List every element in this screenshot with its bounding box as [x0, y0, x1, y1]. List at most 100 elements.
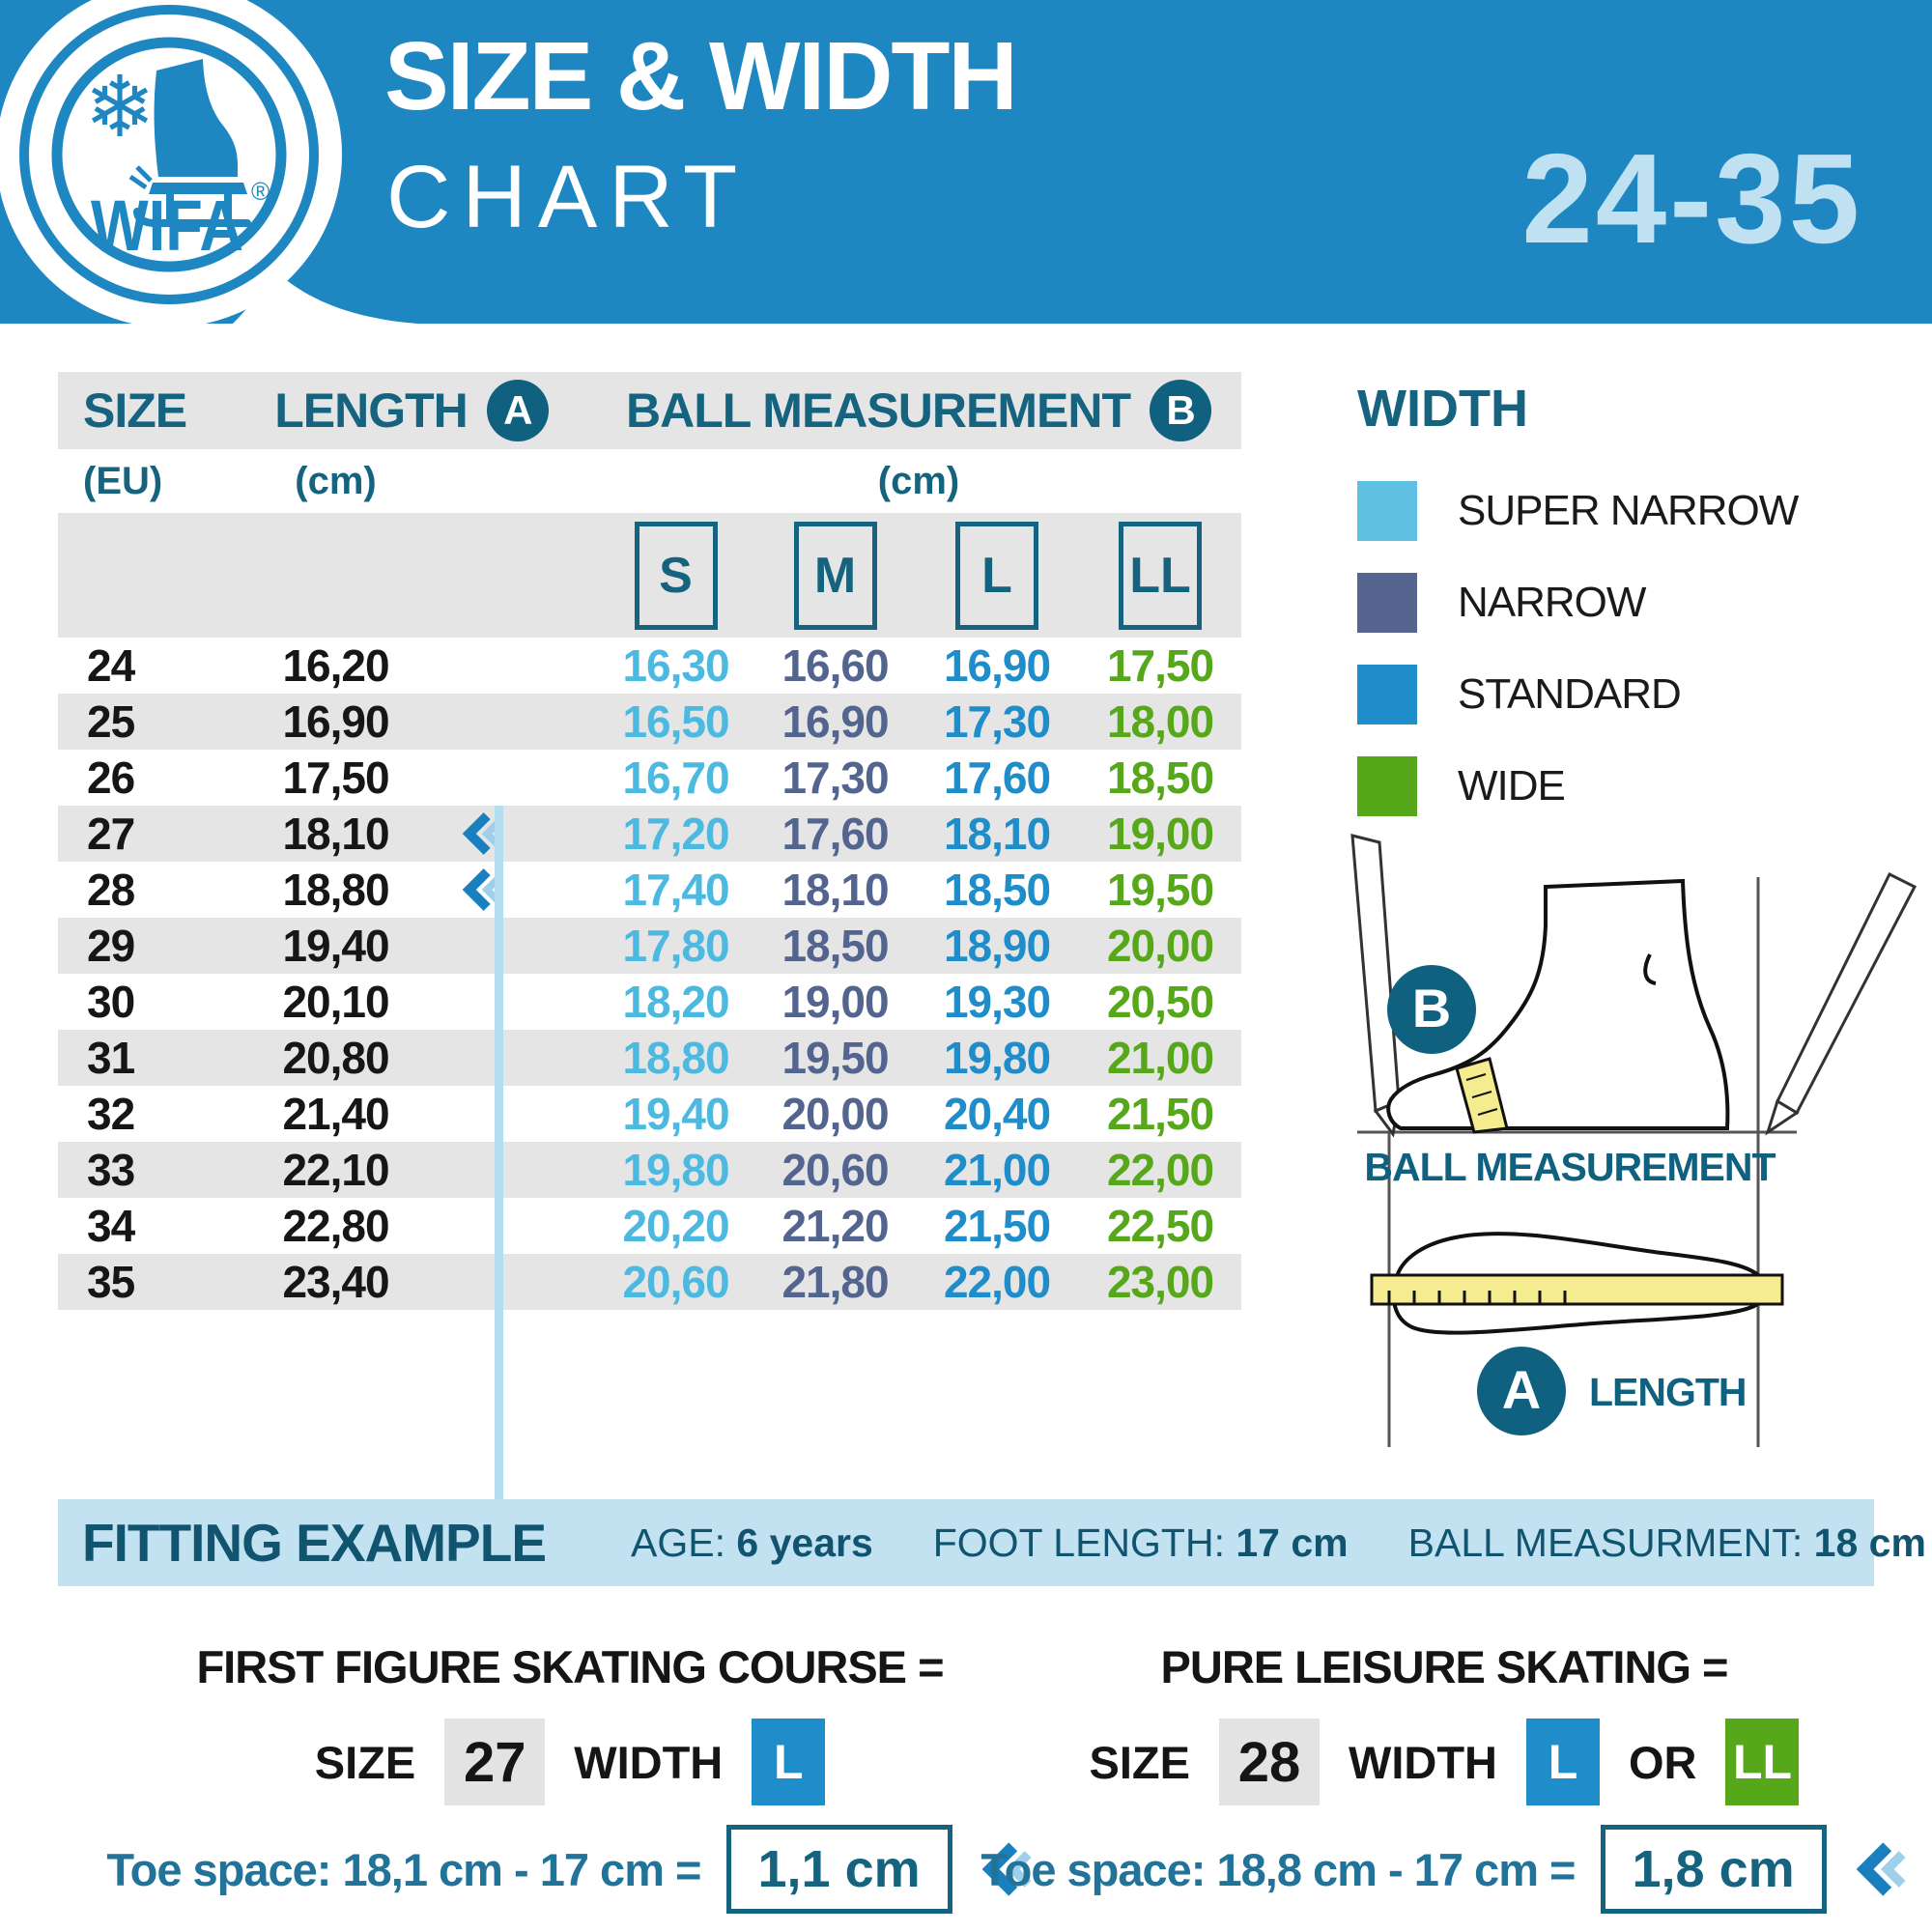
legend-label: NARROW: [1458, 579, 1646, 626]
cell-ll: 17,50: [1106, 640, 1214, 691]
unit-ball-cm: (cm): [877, 459, 960, 502]
figure-skating-toe-space: Toe space: 18,1 cm - 17 cm = 1,1 cm: [106, 1825, 1033, 1914]
cell-l: 17,60: [943, 753, 1051, 803]
registered-mark: ®: [251, 177, 270, 206]
size-table: SIZE LENGTH A BALL MEASUREMENT B (EU) (c…: [58, 372, 1241, 1310]
unit-length-cm: (cm): [295, 459, 377, 502]
cell-ll: 18,50: [1106, 753, 1214, 803]
legend-swatch-icon: [1357, 756, 1417, 816]
table-row: 25 16,90 16,50 16,90 17,30 18,00: [58, 694, 1241, 750]
cell-l: 18,10: [943, 809, 1051, 859]
page-title: SIZE & WIDTH: [384, 22, 1018, 130]
cell-size: 27: [87, 809, 135, 859]
cell-s: 20,20: [622, 1201, 729, 1251]
width-legend-title: WIDTH: [1357, 380, 1528, 438]
cell-l: 21,50: [943, 1201, 1051, 1251]
cell-length: 18,10: [282, 809, 389, 859]
pencil-left-icon: [1350, 834, 1401, 1138]
toe-space-value-box: 1,1 cm: [725, 1825, 952, 1914]
cell-l: 22,00: [943, 1257, 1051, 1307]
figure-skating-heading: FIRST FIGURE SKATING COURSE =: [196, 1641, 944, 1692]
cell-size: 28: [87, 865, 135, 915]
width-label: WIDTH: [1348, 1736, 1497, 1788]
figure-skating-example: FIRST FIGURE SKATING COURSE = SIZE 27 WI…: [106, 1640, 1032, 1914]
cell-l: 19,30: [943, 977, 1051, 1027]
cell-size: 24: [87, 640, 135, 691]
cell-ll: 22,00: [1106, 1145, 1214, 1195]
cell-l: 18,50: [943, 865, 1051, 915]
snowflake-icon: ❄: [84, 57, 156, 156]
cell-s: 16,70: [622, 753, 729, 803]
cell-m: 20,00: [781, 1089, 889, 1139]
cell-m: 17,30: [781, 753, 889, 803]
cell-ll: 20,50: [1106, 977, 1214, 1027]
fitting-age: AGE: 6 years: [631, 1520, 873, 1566]
cell-ll: 19,00: [1106, 809, 1214, 859]
width-legend-items: SUPER NARROW NARROW STANDARD WIDE: [1357, 481, 1799, 816]
table-row: 28 18,80 17,40 18,10 18,50 19,50: [58, 862, 1241, 918]
cell-s: 16,30: [622, 640, 729, 691]
legend-label: STANDARD: [1458, 670, 1682, 718]
width-box-s: S: [634, 521, 718, 630]
cell-m: 21,20: [781, 1201, 889, 1251]
size-range-label: 24-35: [1521, 128, 1862, 270]
cell-m: 19,50: [781, 1033, 889, 1083]
ball-measurement-label: BALL MEASUREMENT: [1364, 1145, 1776, 1189]
size-value-box: 28: [1218, 1719, 1320, 1805]
cell-length: 16,90: [282, 696, 389, 747]
cell-s: 18,80: [622, 1033, 729, 1083]
cell-l: 21,00: [943, 1145, 1051, 1195]
cell-size: 32: [87, 1089, 135, 1139]
fitting-example-band: FITTING EXAMPLE AGE: 6 years FOOT LENGTH…: [58, 1499, 1926, 1586]
cell-ll: 21,50: [1106, 1089, 1214, 1139]
figure-skating-selection: SIZE 27 WIDTH L: [315, 1719, 826, 1805]
cell-l: 20,40: [943, 1089, 1051, 1139]
age-value: 6 years: [736, 1520, 873, 1565]
table-units-row: (EU) (cm) (cm): [58, 449, 1241, 513]
cell-ll: 20,00: [1106, 921, 1214, 971]
table-row: 26 17,50 16,70 17,30 17,60 18,50: [58, 750, 1241, 806]
fitting-foot-length: FOOT LENGTH: 17 cm: [933, 1520, 1349, 1566]
badge-b-diagram: [1387, 965, 1476, 1054]
legend-item: NARROW: [1357, 573, 1798, 633]
skate-icon: [128, 59, 251, 227]
cell-m: 16,60: [781, 640, 889, 691]
cell-length: 20,80: [282, 1033, 389, 1083]
size-value-box: 27: [444, 1719, 546, 1805]
legend-swatch-icon: [1357, 573, 1417, 633]
cell-length: 23,40: [282, 1257, 389, 1307]
cell-m: 19,00: [781, 977, 889, 1027]
cell-l: 19,80: [943, 1033, 1051, 1083]
cell-length: 22,10: [282, 1145, 389, 1195]
cell-size: 33: [87, 1145, 135, 1195]
chevron-left-icon: [978, 1838, 1034, 1900]
foot-length-value: 17 cm: [1236, 1520, 1349, 1565]
or-label: OR: [1628, 1736, 1697, 1788]
cell-size: 34: [87, 1201, 135, 1251]
cell-length: 22,80: [282, 1201, 389, 1251]
cell-size: 29: [87, 921, 135, 971]
wifa-wordmark: WIFA: [91, 185, 243, 266]
legend-label: WIDE: [1458, 762, 1566, 810]
cell-s: 20,60: [622, 1257, 729, 1307]
table-row: 30 20,10 18,20 19,00 19,30 20,50: [58, 974, 1241, 1030]
cell-length: 16,20: [282, 640, 389, 691]
col-header-ball-label: BALL MEASUREMENT: [626, 384, 1131, 438]
width-legend: WIDTH SUPER NARROW NARROW STANDARD WIDE: [1357, 379, 1799, 848]
cell-s: 17,80: [622, 921, 729, 971]
cell-ll: 18,00: [1106, 696, 1214, 747]
cell-l: 16,90: [943, 640, 1051, 691]
width-box-ll: LL: [1119, 521, 1202, 630]
leisure-skating-selection: SIZE 28 WIDTH L OR LL: [1090, 1719, 1800, 1805]
cell-length: 18,80: [282, 865, 389, 915]
fitting-example-title: FITTING EXAMPLE: [82, 1513, 547, 1573]
cell-size: 35: [87, 1257, 135, 1307]
leisure-skating-toe-space: Toe space: 18,8 cm - 17 cm = 1,8 cm: [980, 1825, 1907, 1914]
toe-space-label: Toe space: 18,1 cm - 17 cm =: [106, 1843, 701, 1895]
leisure-skating-example: PURE LEISURE SKATING = SIZE 28 WIDTH L O…: [980, 1640, 1906, 1914]
width-box-l: L: [955, 521, 1038, 630]
cell-s: 16,50: [622, 696, 729, 747]
cell-length: 17,50: [282, 753, 389, 803]
badge-a: A: [486, 380, 549, 441]
legend-swatch-icon: [1357, 665, 1417, 724]
